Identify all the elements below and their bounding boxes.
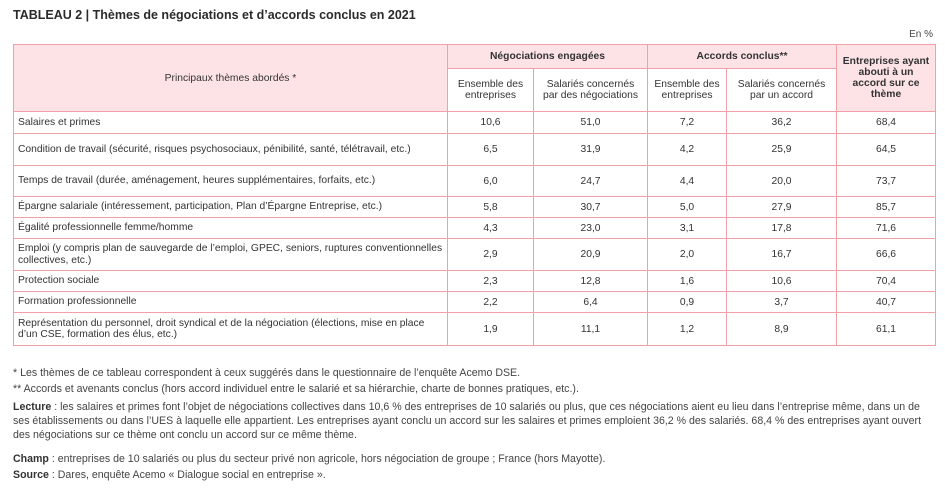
table-row: Emploi (y compris plan de sauvegarde de … <box>13 238 937 271</box>
header-acc-ensemble: Ensemble des entreprises <box>647 68 728 112</box>
cell-acc-salaries: 20,0 <box>726 165 838 197</box>
cell-entreprises-accord: 85,7 <box>836 196 937 218</box>
header-nego-salaries: Salariés concernés par des négociations <box>532 68 649 112</box>
cell-acc-ensemble: 3,1 <box>647 217 728 239</box>
cell-acc-ensemble: 1,2 <box>647 312 728 346</box>
cell-acc-salaries: 8,9 <box>726 312 838 346</box>
row-label: Égalité professionnelle femme/homme <box>13 217 448 239</box>
row-label: Protection sociale <box>13 270 448 292</box>
header-group-negociations: Négociations engagées <box>446 44 649 69</box>
cell-acc-ensemble: 5,0 <box>647 196 728 218</box>
table-row: Formation professionnelle 2,2 6,4 0,9 3,… <box>13 291 937 313</box>
lecture-note: Lecture : les salaires et primes font l’… <box>13 400 933 442</box>
cell-nego-ensemble: 2,2 <box>447 291 534 313</box>
cell-nego-salaries: 51,0 <box>532 111 649 134</box>
cell-entreprises-accord: 70,4 <box>836 270 937 292</box>
cell-acc-ensemble: 4,4 <box>647 165 728 197</box>
cell-acc-ensemble: 7,2 <box>647 111 728 134</box>
cell-acc-salaries: 36,2 <box>726 111 838 134</box>
cell-nego-ensemble: 10,6 <box>447 111 534 134</box>
header-nego-ensemble: Ensemble des entreprises <box>447 68 534 112</box>
champ-note: Champ : entreprises de 10 salariés ou pl… <box>13 452 933 466</box>
cell-nego-ensemble: 2,9 <box>447 238 534 271</box>
header-row-label: Principaux thèmes abordés * <box>13 44 448 112</box>
cell-nego-salaries: 12,8 <box>532 270 649 292</box>
cell-nego-ensemble: 2,3 <box>447 270 534 292</box>
table-title: TABLEAU 2 | Thèmes de négociations et d’… <box>13 8 416 22</box>
champ-text: : entreprises de 10 salariés ou plus du … <box>48 453 606 465</box>
table-row: Protection sociale 2,3 12,8 1,6 10,6 70,… <box>13 270 937 292</box>
row-label: Emploi (y compris plan de sauvegarde de … <box>13 238 448 271</box>
cell-entreprises-accord: 64,5 <box>836 133 937 166</box>
cell-acc-salaries: 16,7 <box>726 238 838 271</box>
cell-entreprises-accord: 40,7 <box>836 291 937 313</box>
cell-acc-salaries: 3,7 <box>726 291 838 313</box>
row-label: Représentation du personnel, droit syndi… <box>13 312 448 346</box>
source-text: : Dares, enquête Acemo « Dialogue social… <box>48 469 326 481</box>
table-row: Temps de travail (durée, aménagement, he… <box>13 165 937 197</box>
cell-nego-ensemble: 5,8 <box>447 196 534 218</box>
row-label: Épargne salariale (intéressement, partic… <box>13 196 448 218</box>
cell-acc-ensemble: 1,6 <box>647 270 728 292</box>
cell-acc-salaries: 17,8 <box>726 217 838 239</box>
source-note: Source : Dares, enquête Acemo « Dialogue… <box>13 468 933 482</box>
cell-nego-salaries: 11,1 <box>532 312 649 346</box>
table-row: Représentation du personnel, droit syndi… <box>13 312 937 346</box>
cell-acc-salaries: 10,6 <box>726 270 838 292</box>
table-row: Condition de travail (sécurité, risques … <box>13 133 937 166</box>
cell-entreprises-accord: 61,1 <box>836 312 937 346</box>
cell-nego-ensemble: 4,3 <box>447 217 534 239</box>
cell-nego-salaries: 6,4 <box>532 291 649 313</box>
cell-entreprises-accord: 66,6 <box>836 238 937 271</box>
header-entreprises-accord: Entreprises ayant abouti à un accord sur… <box>836 44 937 112</box>
lecture-label: Lecture <box>13 401 52 413</box>
cell-nego-salaries: 20,9 <box>532 238 649 271</box>
unit-label: En % <box>909 29 933 40</box>
footnote-accords: ** Accords et avenants conclus (hors acc… <box>13 383 579 395</box>
header-acc-salaries: Salariés concernés par un accord <box>726 68 838 112</box>
lecture-text: : les salaires et primes font l’objet de… <box>13 401 922 441</box>
cell-acc-salaries: 27,9 <box>726 196 838 218</box>
footnote-themes: * Les thèmes de ce tableau correspondent… <box>13 367 521 379</box>
header-group-accords: Accords conclus** <box>647 44 838 69</box>
cell-entreprises-accord: 73,7 <box>836 165 937 197</box>
cell-nego-salaries: 24,7 <box>532 165 649 197</box>
table-row: Égalité professionnelle femme/homme 4,3 … <box>13 217 937 239</box>
table-row: Salaires et primes 10,6 51,0 7,2 36,2 68… <box>13 111 937 134</box>
cell-entreprises-accord: 71,6 <box>836 217 937 239</box>
cell-entreprises-accord: 68,4 <box>836 111 937 134</box>
cell-nego-ensemble: 6,0 <box>447 165 534 197</box>
cell-nego-salaries: 23,0 <box>532 217 649 239</box>
row-label: Temps de travail (durée, aménagement, he… <box>13 165 448 197</box>
cell-nego-salaries: 31,9 <box>532 133 649 166</box>
source-label: Source <box>13 469 49 481</box>
cell-acc-ensemble: 0,9 <box>647 291 728 313</box>
row-label: Salaires et primes <box>13 111 448 134</box>
cell-nego-ensemble: 6,5 <box>447 133 534 166</box>
cell-acc-ensemble: 2,0 <box>647 238 728 271</box>
row-label: Condition de travail (sécurité, risques … <box>13 133 448 166</box>
champ-label: Champ <box>13 453 49 465</box>
cell-acc-ensemble: 4,2 <box>647 133 728 166</box>
cell-nego-ensemble: 1,9 <box>447 312 534 346</box>
cell-acc-salaries: 25,9 <box>726 133 838 166</box>
cell-nego-salaries: 30,7 <box>532 196 649 218</box>
themes-table: Principaux thèmes abordés * Négociations… <box>13 44 937 346</box>
table-row: Épargne salariale (intéressement, partic… <box>13 196 937 218</box>
row-label: Formation professionnelle <box>13 291 448 313</box>
